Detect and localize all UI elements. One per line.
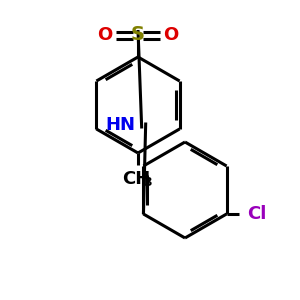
Text: 3: 3	[143, 176, 151, 190]
Text: HN: HN	[106, 116, 136, 134]
Text: O: O	[98, 26, 112, 44]
Text: S: S	[131, 26, 145, 44]
Text: O: O	[164, 26, 178, 44]
Text: Cl: Cl	[247, 205, 266, 223]
Text: CH: CH	[122, 170, 150, 188]
